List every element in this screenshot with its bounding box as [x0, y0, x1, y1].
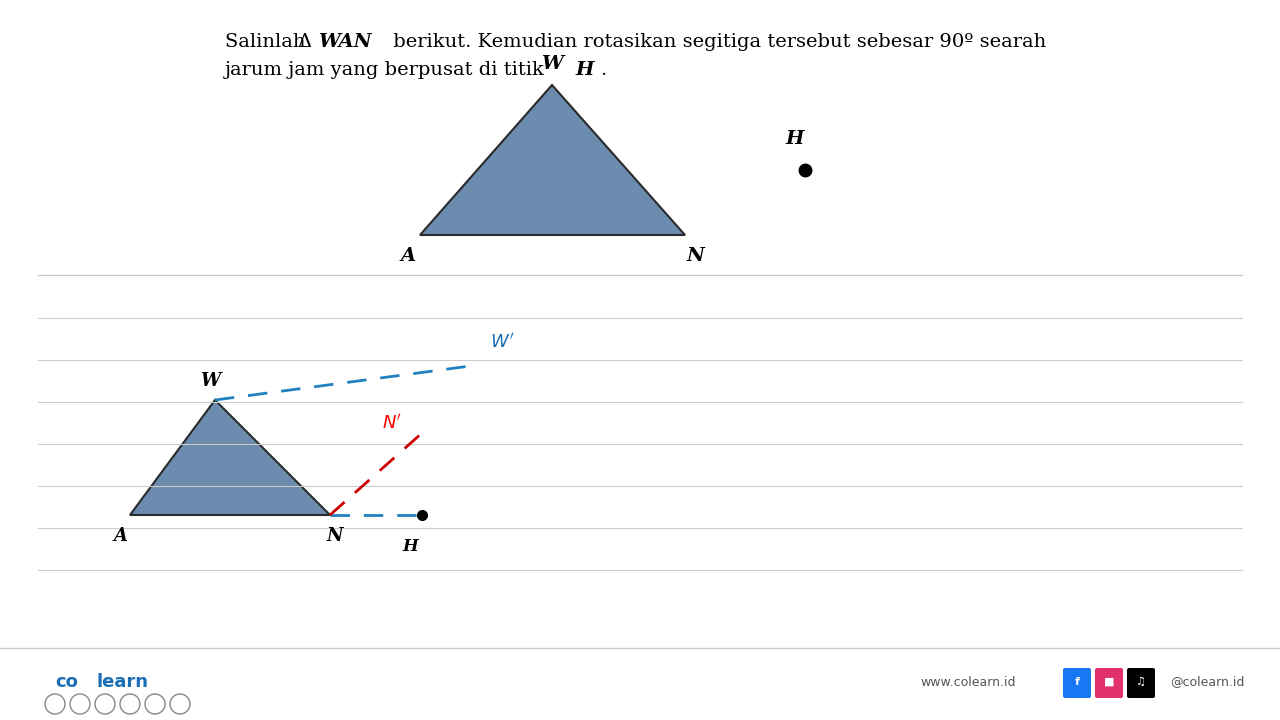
Text: H: H — [402, 538, 417, 555]
Text: W: W — [200, 372, 220, 390]
Polygon shape — [420, 85, 685, 235]
Text: Δ: Δ — [297, 33, 311, 51]
Text: ♫: ♫ — [1135, 677, 1146, 687]
FancyBboxPatch shape — [1062, 668, 1091, 698]
Text: $N'$: $N'$ — [381, 413, 402, 433]
Text: @colearn.id: @colearn.id — [1170, 675, 1244, 688]
Polygon shape — [131, 400, 330, 515]
Text: co: co — [55, 673, 78, 691]
Text: berikut. Kemudian rotasikan segitiga tersebut sebesar 90º searah: berikut. Kemudian rotasikan segitiga ter… — [387, 33, 1046, 51]
Text: www.colearn.id: www.colearn.id — [920, 675, 1015, 688]
FancyBboxPatch shape — [1126, 668, 1155, 698]
Text: jarum jam yang berpusat di titik: jarum jam yang berpusat di titik — [225, 61, 552, 79]
Text: H: H — [575, 61, 594, 79]
Text: WAN: WAN — [317, 33, 371, 51]
Text: W: W — [541, 55, 563, 73]
Text: ■: ■ — [1103, 677, 1115, 687]
Text: A: A — [113, 527, 127, 545]
Text: A: A — [401, 247, 416, 265]
Text: $W'$: $W'$ — [490, 333, 515, 352]
Text: N: N — [326, 527, 343, 545]
Text: learn: learn — [97, 673, 148, 691]
Text: f: f — [1074, 677, 1079, 687]
Text: H: H — [786, 130, 804, 148]
Text: Salinlah: Salinlah — [225, 33, 312, 51]
Text: .: . — [600, 61, 607, 79]
Text: N: N — [686, 247, 704, 265]
FancyBboxPatch shape — [1094, 668, 1123, 698]
